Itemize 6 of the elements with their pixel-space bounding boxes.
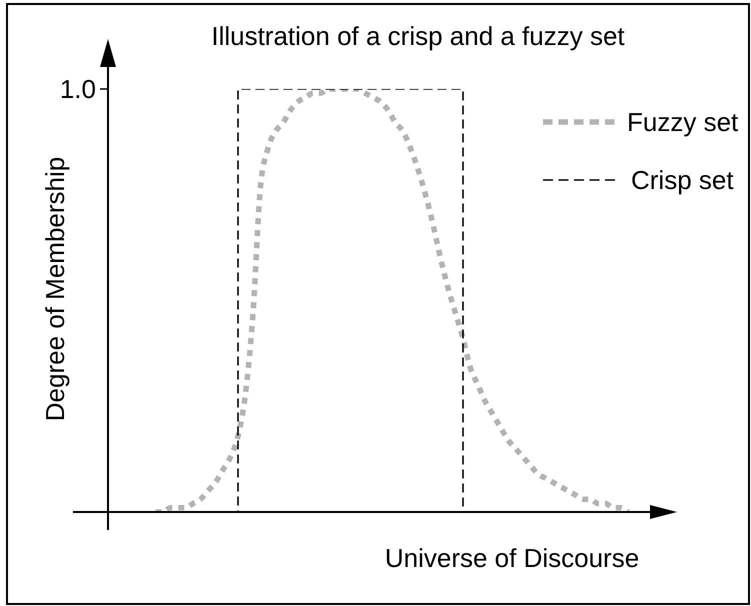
chart-title: Illustration of a crisp and a fuzzy set (211, 21, 626, 51)
annotation: 1.0 (60, 74, 96, 104)
legend-label: Crisp set (631, 164, 734, 194)
y-axis-title: Degree of Membership (40, 156, 70, 422)
x-axis-title: Universe of Discourse (384, 543, 640, 573)
legend-label: Fuzzy set (627, 106, 738, 136)
